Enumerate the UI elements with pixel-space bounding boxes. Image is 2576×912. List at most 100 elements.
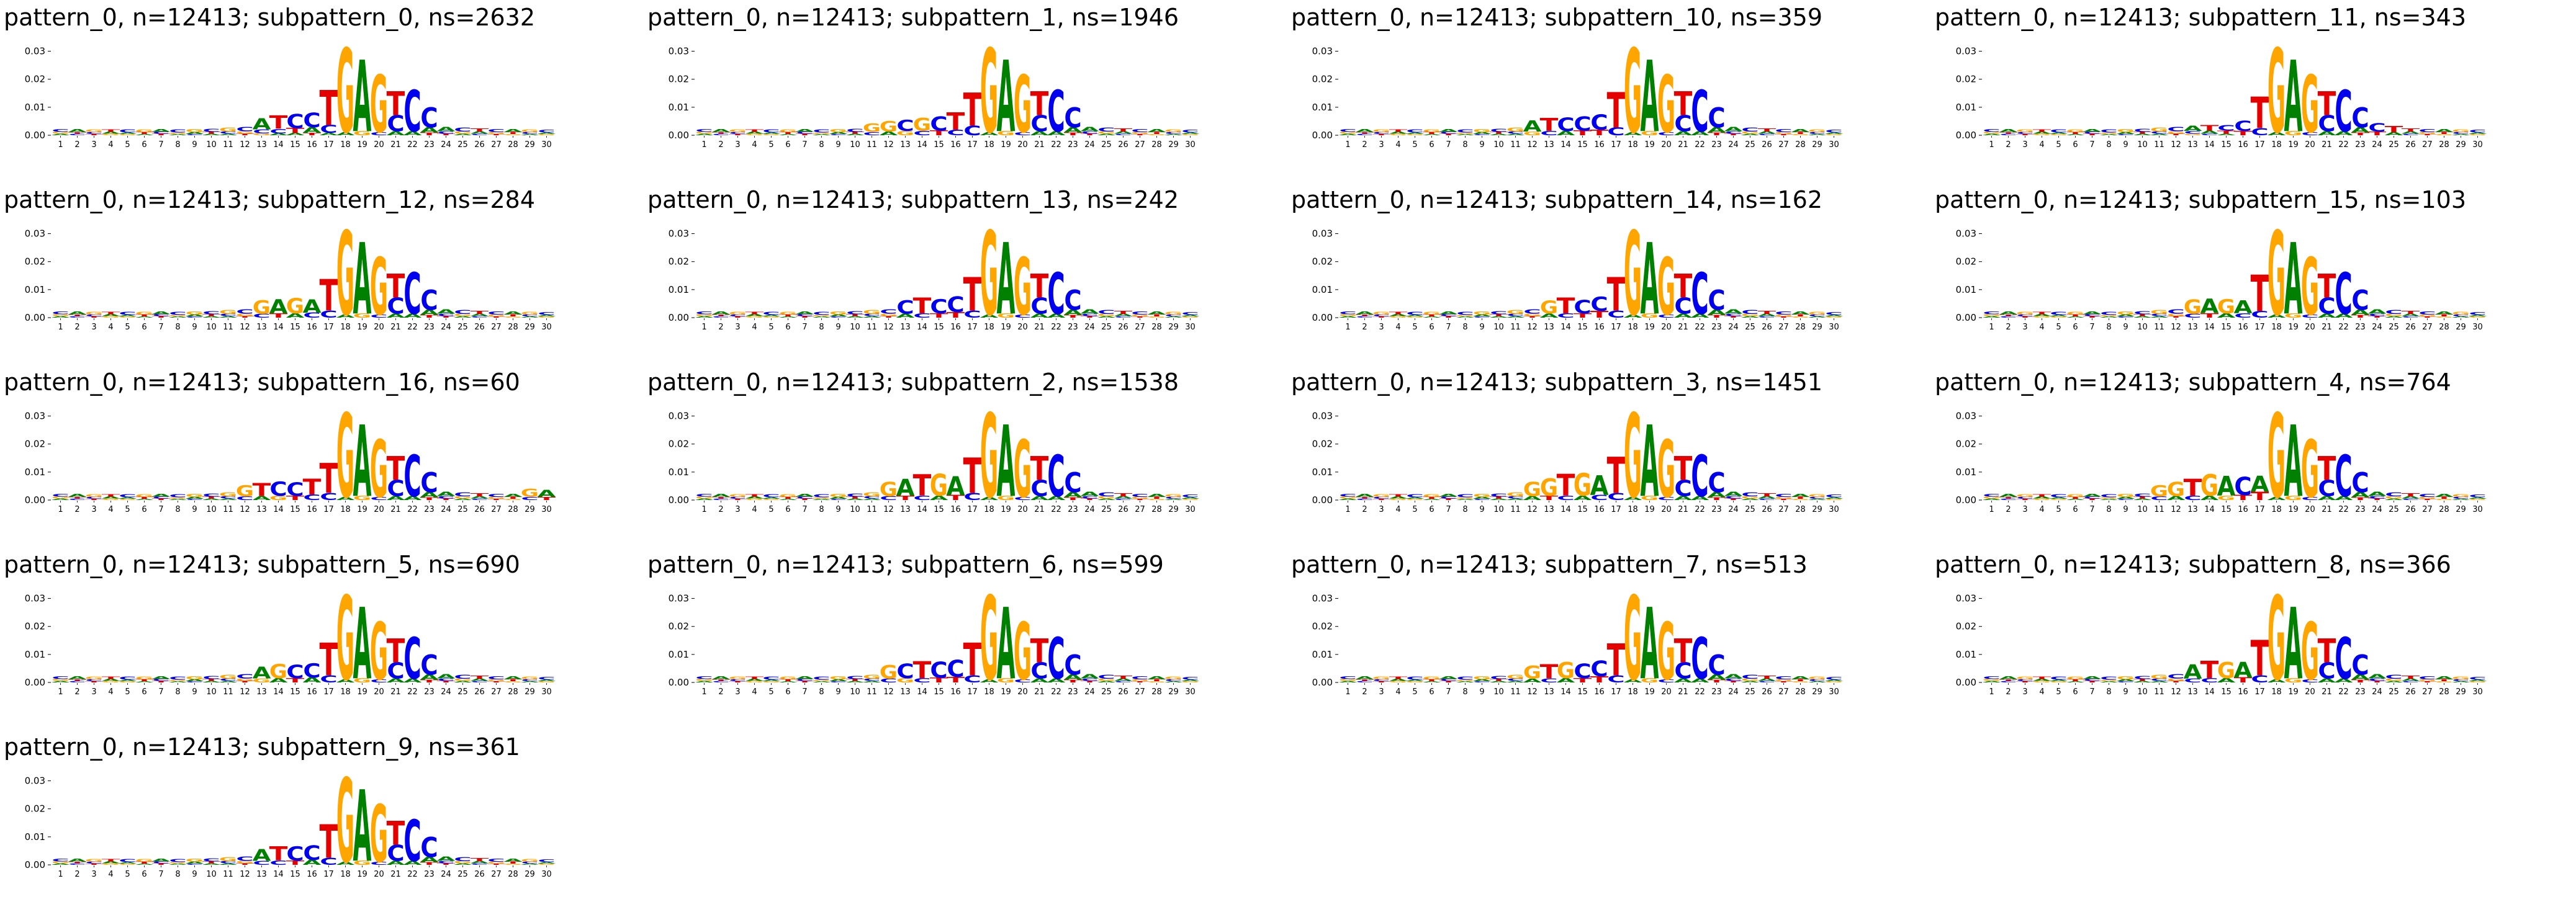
logo-letter: C [152,314,169,317]
logo-letter: C [169,858,186,863]
logo-letter: C [2351,649,2369,681]
x-axis: 1 2 3 4 5 6 7 8 9 10 11 12 13 14 15 16 17 18 19 20 21 22 23 24 2… [701,501,1196,514]
logo-letter: T [2184,474,2202,501]
logo-letter: T [2402,127,2421,133]
logo-letter: A [1490,681,1509,683]
x-tick-label: 18 [340,870,351,879]
plot-title: pattern_0, n=12413; subpattern_11, ns=34… [1935,4,2467,31]
x-tick-label: 29 [1812,687,1822,697]
logo-letter: A [1708,308,1726,316]
logo-letter: G [102,863,120,865]
logo-letter: G [2200,468,2218,503]
logo-letter: C [2150,313,2168,317]
logo-letter: G [997,313,1015,320]
logo-letter: A [745,314,765,317]
x-tick-label: 5 [2056,687,2061,697]
x-tick-label: 23 [1068,687,1078,697]
logo-letter: A [1439,676,1459,680]
logo-letter: A [2469,497,2488,499]
x-tick-label: 12 [2171,505,2181,514]
logo-letter: C [1691,626,1708,692]
logo-letter: C [2167,126,2184,133]
logo-letter: T [2402,310,2421,315]
logo-letter: A [420,856,439,864]
x-tick-label: 17 [323,140,334,150]
logo-letter: C [2368,678,2385,682]
logo-letter: C [1339,128,1356,133]
logo-letter: T [1674,450,1693,488]
sequence-logo-plot: 0.000.010.020.031 2 3 4 5 6 7 8 9 10 11 12 13 14 15 16 1… [1312,579,1844,704]
x-tick-label: 29 [525,870,535,879]
x-tick-label: 7 [158,140,163,150]
logo-letter: A [829,132,849,135]
logo-letter: C [85,679,102,682]
logo-letter: G [745,498,763,501]
logo-letter: G [2385,313,2403,317]
logo-letter: G [2117,675,2135,681]
logo-letter: C [913,312,930,320]
x-tick-label: 12 [1527,140,1538,150]
logo-letter: C [1674,475,1691,501]
logo-letter: G [2033,133,2051,136]
logo-letter: A [1540,313,1559,319]
logo-letter: C [269,859,287,866]
logo-letters: AGCCTATCGGATGACATGTCAAGCCAGATCACGTGCCACT… [52,762,557,886]
logo-letter: C [1607,125,1624,138]
logo-letter: C [2318,475,2335,501]
logo-letter: G [119,316,137,318]
y-tick-label: 0.00 [1312,494,1333,506]
logo-letter: G [1423,676,1441,680]
logo-letter: A [538,679,557,682]
x-tick-label: 21 [1678,505,1688,514]
x-tick-label: 14 [273,323,284,332]
logo-letter: T [236,681,254,683]
logo-letter: C [387,840,404,866]
x-tick-label: 12 [883,140,894,150]
x-tick-label: 30 [541,140,552,150]
logo-letter: T [1490,314,1508,317]
x-tick-label: 25 [1101,140,1112,150]
x-tick-label: 11 [867,687,877,697]
logo-letter: C [1439,314,1457,317]
logo-letter: A [219,133,238,136]
logo-letter: T [2368,131,2387,136]
x-tick-label: 9 [192,140,197,150]
logo-letter: T [1724,681,1743,683]
x-tick-label: 24 [1728,140,1739,150]
x-tick-label: 9 [835,687,840,697]
x-tick-label: 14 [1560,687,1571,697]
logo-letter: G [454,131,472,135]
logo-letter: T [1081,681,1099,683]
logo-letter: A [1047,677,1066,684]
logo-letter: C [1808,314,1826,317]
logo-letter: C [712,316,729,318]
logo-letter: A [1181,497,1200,499]
logo-letter: A [454,133,473,136]
logo-letter: C [521,679,538,682]
logo-letter: A [2284,41,2303,155]
logo-letter: G [2050,681,2068,683]
logo-letter: T [504,132,523,135]
logo-letter: A [2368,308,2387,316]
logo-letter: A [2117,496,2136,499]
x-tick-label: 16 [2238,140,2248,150]
logo-letter: T [152,863,171,865]
logo-letter: G [487,679,505,682]
x-tick-label: 14 [917,687,927,697]
plot-title: pattern_0, n=12413; subpattern_2, ns=153… [647,369,1179,396]
x-tick-label: 30 [541,505,552,514]
x-tick-label: 9 [1479,323,1484,332]
x-tick-label: 23 [1711,140,1722,150]
y-tick-label: 0.01 [1312,102,1333,113]
logo-letter: T [135,496,154,499]
x-tick-label: 20 [2305,505,2315,514]
logo-letter: G [1131,314,1149,317]
x-tick-label: 20 [1017,140,1028,150]
logo-letter: T [236,133,254,136]
logo-letter: C [2452,679,2469,682]
logo-letters: AGCCTATCGGATGACATGTCAAGCCAGATCACGCGATGCT… [52,397,557,521]
x-tick-label: 13 [1544,323,1554,332]
logo-letter: A [2066,681,2086,683]
x-tick-label: 9 [2123,505,2128,514]
logo-letter: C [68,316,86,318]
